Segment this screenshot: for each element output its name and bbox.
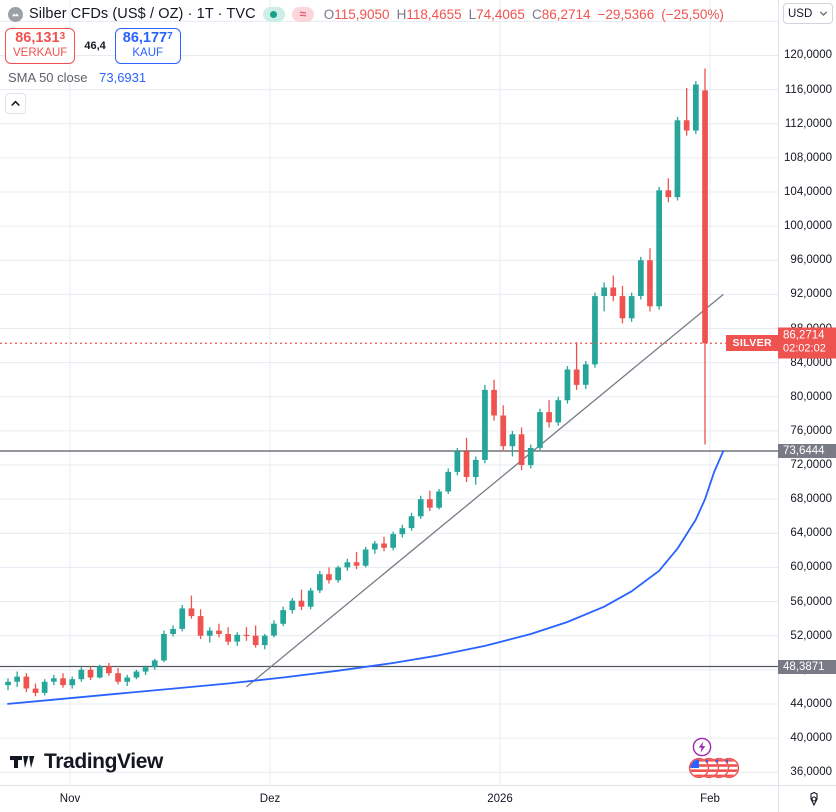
- chart-settings-button[interactable]: [806, 791, 822, 812]
- series-name-tag[interactable]: SILVER: [726, 335, 778, 352]
- low-price-tag[interactable]: 48,3871: [778, 659, 836, 674]
- indicator-name: SMA 50 close: [8, 70, 88, 85]
- ohlc-h-key: H: [396, 6, 407, 22]
- price-axis-tick: 112,0000: [784, 117, 832, 130]
- lightning-bolt-icon[interactable]: [692, 737, 712, 762]
- chevron-up-icon: [11, 100, 20, 106]
- time-axis-tick: Dez: [259, 793, 281, 805]
- tradingview-watermark: TradingView: [10, 750, 163, 774]
- buy-button[interactable]: 86,1777 KAUF: [114, 28, 181, 64]
- price-axis-tick: 120,0000: [784, 49, 832, 62]
- time-axis-tick: Feb: [700, 793, 720, 805]
- ohlc-o-key: O: [323, 6, 335, 22]
- last-price-tag[interactable]: 86,2714 02:02:02: [778, 327, 836, 359]
- price-axis-tick: 72,0000: [790, 459, 832, 472]
- price-axis[interactable]: USD 120,0000 116,0000 112,0000 108,0000 104,…: [726, 0, 836, 785]
- indicator-legend-sma[interactable]: SMA 50 close 73,6931: [8, 70, 146, 85]
- wave-badge[interactable]: ≈: [291, 6, 314, 22]
- currency-label: USD: [788, 7, 813, 20]
- time-axis-tick: 2026: [487, 793, 513, 805]
- price-axis-tick: 76,0000: [790, 424, 832, 437]
- sell-label: VERKAUF: [13, 47, 68, 59]
- price-axis-tick: 80,0000: [790, 390, 832, 403]
- ohlc-values: O115,9050 H118,4655 L74,4065 C86,2714 −29,53…: [324, 7, 724, 22]
- price-axis-tick: 52,0000: [790, 629, 832, 642]
- price-axis-tick: 68,0000: [790, 493, 832, 506]
- ohlc-l-key: L: [468, 6, 477, 22]
- price-axis-tick: 44,0000: [790, 697, 832, 710]
- price-axis-tick: 36,0000: [790, 766, 832, 779]
- ohlc-o-value: 115,9050: [334, 6, 390, 22]
- ohlc-change: −29,5366: [597, 6, 655, 22]
- green-dot-badge[interactable]: [262, 6, 285, 22]
- price-axis-tick: 92,0000: [790, 288, 832, 301]
- sma-price-tag-label: 73,6444: [783, 444, 825, 457]
- chevron-down-icon: [820, 11, 827, 16]
- chart-plot-area[interactable]: [0, 0, 778, 785]
- ohlc-c-value: 86,2714: [541, 6, 591, 22]
- price-axis-tick: 100,0000: [784, 220, 832, 233]
- ohlc-c-key: C: [531, 6, 542, 22]
- sell-price: 86,1313: [15, 30, 66, 46]
- price-axis-tick: 60,0000: [790, 561, 832, 574]
- silver-commodity-icon: [8, 6, 23, 22]
- price-axis-tick: 40,0000: [790, 732, 832, 745]
- low-price-tag-label: 48,3871: [783, 660, 825, 673]
- price-axis-tick: 84,0000: [790, 356, 832, 369]
- time-axis[interactable]: Nov Dez 2026 Feb: [0, 785, 836, 812]
- bid-ask-panel: 86,1313 VERKAUF 46,4 86,1777 KAUF: [5, 28, 181, 64]
- ohlc-change-percent: (−25,50%): [661, 6, 724, 22]
- axis-divider: [778, 786, 779, 812]
- price-axis-tick: 96,0000: [790, 254, 832, 267]
- buy-label: KAUF: [132, 47, 164, 59]
- price-axis-tick: 108,0000: [784, 151, 832, 164]
- chart-legend: Silber CFDs (US$ / OZ) · 1T · TVC ≈ O115…: [8, 4, 724, 24]
- symbol-title[interactable]: Silber CFDs (US$ / OZ) · 1T · TVC: [29, 6, 256, 22]
- buy-price: 86,1777: [122, 30, 173, 46]
- ohlc-h-value: 118,4655: [406, 6, 462, 22]
- currency-select[interactable]: USD: [783, 3, 833, 24]
- us-flag-event-icon[interactable]: [685, 757, 753, 784]
- bar-countdown: 02:02:02: [783, 342, 826, 355]
- ohlc-l-value: 74,4065: [476, 6, 525, 22]
- sma-price-tag[interactable]: 73,6444: [778, 443, 836, 458]
- indicator-value: 73,6931: [99, 70, 147, 85]
- collapse-legend-button[interactable]: [5, 93, 26, 114]
- sell-button[interactable]: 86,1313 VERKAUF: [5, 28, 76, 64]
- price-axis-tick: 56,0000: [790, 595, 832, 608]
- last-price-value: 86,2714: [783, 329, 825, 342]
- price-axis-tick: 116,0000: [784, 83, 832, 96]
- tradingview-watermark-text: TradingView: [44, 750, 163, 773]
- tradingview-logo-icon: [10, 756, 35, 768]
- time-axis-tick: Nov: [59, 793, 81, 805]
- price-axis-tick: 104,0000: [784, 185, 832, 198]
- price-axis-tick: 64,0000: [790, 527, 832, 540]
- gear-icon: [810, 791, 818, 807]
- spread-value: 46,4: [84, 40, 106, 52]
